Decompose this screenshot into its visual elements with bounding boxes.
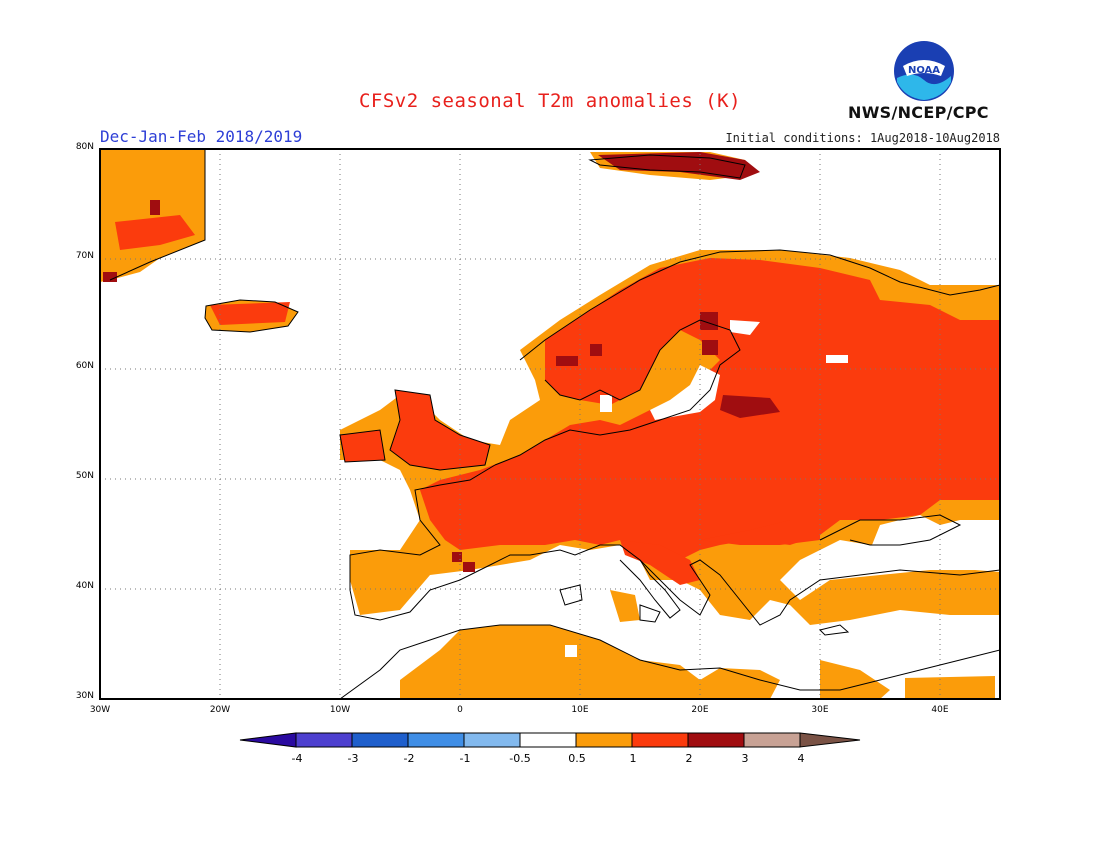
colorbar-segment bbox=[575, 732, 633, 748]
lon-tick-30e: 30E bbox=[811, 705, 829, 715]
neutral-holes bbox=[565, 320, 1000, 657]
colorbar-segment bbox=[463, 732, 521, 748]
colorbar-arrow-low bbox=[239, 732, 297, 748]
map-frame bbox=[99, 148, 1001, 700]
anomaly-2-3-regions bbox=[103, 152, 780, 572]
noaa-logo-text: NOAA bbox=[908, 65, 940, 76]
colorbar-label: -2 bbox=[403, 752, 415, 765]
colorbar bbox=[239, 732, 861, 748]
lat-tick-80n: 80N bbox=[75, 142, 94, 152]
colorbar-segment bbox=[351, 732, 409, 748]
colorbar-segment bbox=[295, 732, 353, 748]
colorbar-label: 3 bbox=[741, 752, 749, 765]
colorbar-label: 2 bbox=[685, 752, 693, 765]
lat-tick-50n: 50N bbox=[75, 471, 94, 481]
colorbar-label: -0.5 bbox=[509, 752, 531, 765]
map-title: CFSv2 seasonal T2m anomalies (K) bbox=[358, 90, 742, 112]
anomaly-1-2-regions bbox=[115, 215, 1000, 585]
initial-conditions-label: Initial conditions: 1Aug2018-10Aug2018 bbox=[725, 131, 1000, 145]
season-label: Dec-Jan-Feb 2018/2019 bbox=[100, 127, 303, 146]
lon-tick-40e: 40E bbox=[931, 705, 949, 715]
colorbar-label: 1 bbox=[629, 752, 637, 765]
colorbar-segment bbox=[687, 732, 745, 748]
agency-label: NWS/NCEP/CPC bbox=[848, 103, 989, 122]
colorbar-labels: -4 -3 -2 -1 -0.5 0.5 1 2 3 4 bbox=[230, 752, 870, 768]
colorbar-label: 0.5 bbox=[568, 752, 586, 765]
colorbar-label: 4 bbox=[797, 752, 805, 765]
colorbar-segment bbox=[631, 732, 689, 748]
lon-tick-20w: 20W bbox=[209, 705, 231, 715]
lat-tick-30n: 30N bbox=[75, 691, 94, 701]
lon-tick-10w: 10W bbox=[329, 705, 351, 715]
lat-tick-70n: 70N bbox=[75, 251, 94, 261]
colorbar-label: -3 bbox=[347, 752, 359, 765]
colorbar-segment bbox=[519, 732, 577, 748]
lat-tick-60n: 60N bbox=[75, 361, 94, 371]
lat-tick-40n: 40N bbox=[75, 581, 94, 591]
colorbar-label: -1 bbox=[459, 752, 471, 765]
lon-tick-0: 0 bbox=[457, 705, 463, 715]
coastlines bbox=[109, 150, 1000, 699]
colorbar-segment bbox=[407, 732, 465, 748]
map-area bbox=[100, 149, 1000, 699]
colorbar-segment bbox=[743, 732, 801, 748]
lon-tick-30w: 30W bbox=[89, 705, 111, 715]
colorbar-arrow-high bbox=[799, 732, 861, 748]
lon-tick-10e: 10E bbox=[571, 705, 589, 715]
lon-tick-20e: 20E bbox=[691, 705, 709, 715]
graticule bbox=[100, 149, 1000, 699]
noaa-logo: NOAA bbox=[894, 41, 954, 101]
colorbar-label: -4 bbox=[291, 752, 303, 765]
